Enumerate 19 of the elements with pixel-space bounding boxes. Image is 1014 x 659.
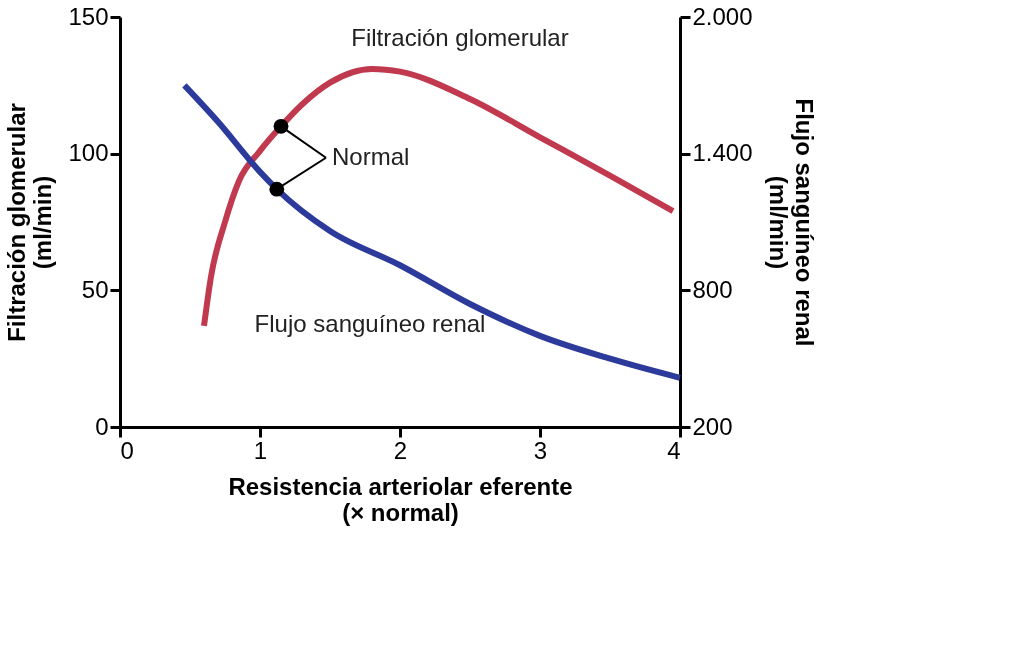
x-tick-label: 2 (393, 436, 408, 464)
y2-axis-title: Flujo sanguíneo renal (ml/min) (764, 98, 818, 347)
series-label: Flujo sanguíneo renal (254, 310, 486, 338)
x-tick-label: 3 (533, 436, 548, 464)
y2-tick-label: 200 (692, 412, 733, 440)
annotation: Normal (332, 142, 410, 170)
x-tick-label: 1 (253, 436, 268, 464)
y-tick-label: 0 (95, 412, 109, 440)
x-tick-label: 0 (120, 436, 134, 464)
y-tick-label: 50 (81, 275, 109, 303)
x-tick-label: 4 (667, 436, 681, 464)
y-tick-label: 100 (68, 139, 109, 167)
y2-tick-label: 800 (692, 275, 733, 303)
y2-tick-label: 1.400 (692, 139, 753, 167)
x-axis-title: Resistencia arteriolar eferente (× normal) (228, 472, 573, 526)
y2-tick-label: 2.000 (692, 2, 753, 30)
y-tick-label: 150 (68, 2, 109, 30)
series-label: Filtración glomerular (351, 24, 569, 51)
y-axis-title: Filtración glomerular (ml/min) (3, 103, 57, 342)
